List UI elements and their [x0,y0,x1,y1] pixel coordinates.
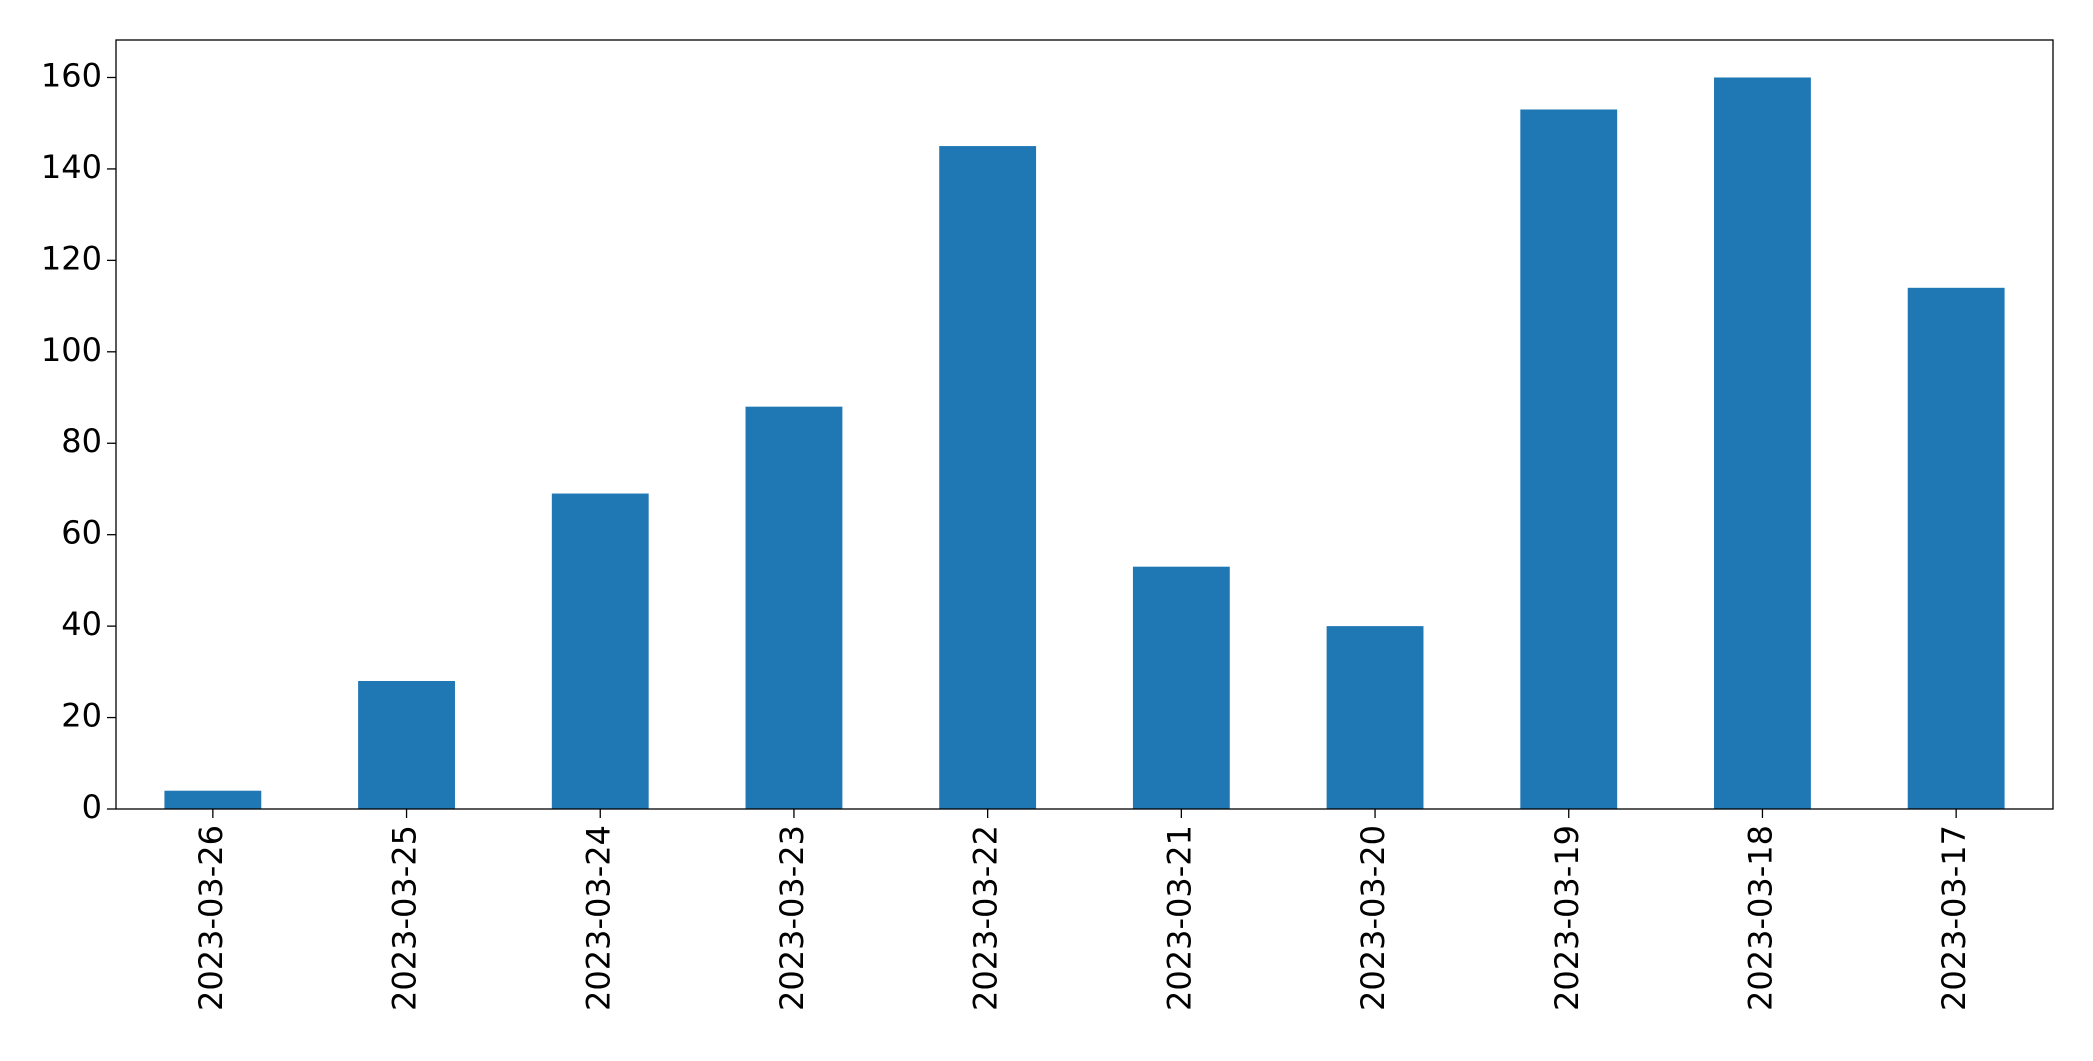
x-tick-label: 2023-03-26 [192,825,230,1011]
plot-frame [115,39,2054,810]
y-tick-label: 120 [41,239,102,277]
x-tick-label: 2023-03-20 [1354,825,1392,1011]
x-tick-label: 2023-03-21 [1160,825,1198,1011]
bar [358,680,455,809]
x-tick-label: 2023-03-18 [1741,825,1779,1011]
bar [745,406,843,809]
bar [551,493,649,809]
bar [1714,77,1811,810]
bar [939,146,1037,809]
x-tick-label: 2023-03-25 [386,825,424,1011]
y-tick-label: 20 [61,697,102,735]
x-tick-label: 2023-03-22 [967,825,1005,1011]
x-tick-label: 2023-03-19 [1548,825,1586,1011]
bar [164,790,262,809]
y-tick-label: 60 [61,514,102,552]
y-tick-label: 100 [41,331,102,369]
bar [1520,109,1618,809]
x-tick-label: 2023-03-17 [1935,825,1973,1011]
y-tick-label: 140 [41,148,102,186]
x-tick-label: 2023-03-23 [773,825,811,1011]
y-tick-label: 0 [82,788,102,826]
bar [1326,626,1424,809]
x-tick-label: 2023-03-24 [579,825,617,1011]
bar [1132,566,1230,809]
y-tick-label: 40 [61,605,102,643]
y-tick-label: 80 [61,422,102,460]
bar [1907,287,2005,809]
y-tick-label: 160 [41,56,102,94]
